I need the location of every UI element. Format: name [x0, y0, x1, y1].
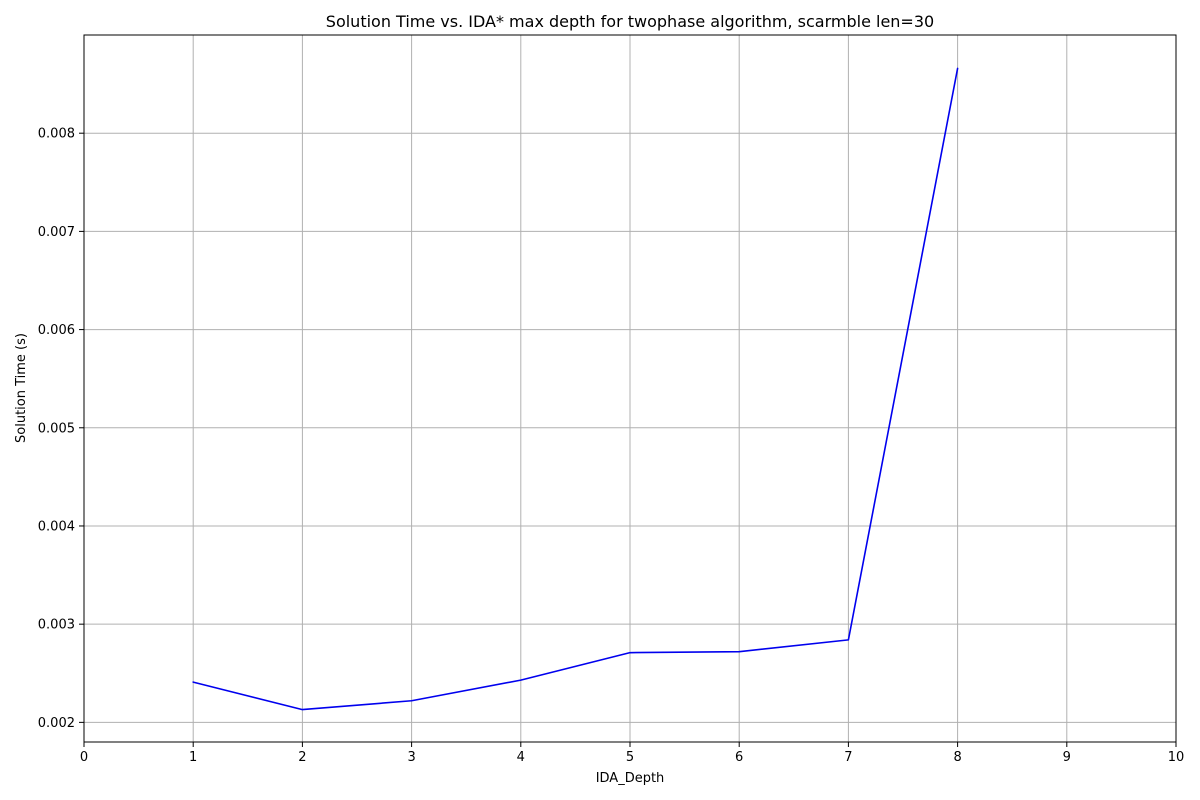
y-tick-label: 0.008 [38, 127, 75, 142]
y-tick-label: 0.004 [38, 519, 75, 534]
y-axis-ticks: 0.002 0.003 0.004 0.005 0.006 0.007 0.008 [38, 127, 84, 731]
x-tick-label: 2 [298, 750, 306, 765]
x-axis-label: IDA_Depth [596, 771, 665, 786]
x-axis-ticks: 0 1 2 3 4 5 6 7 8 9 10 [80, 742, 1184, 765]
x-tick-label: 10 [1168, 750, 1185, 765]
x-tick-label: 7 [844, 750, 852, 765]
y-tick-label: 0.003 [38, 618, 75, 633]
x-tick-label: 5 [626, 750, 634, 765]
x-tick-label: 9 [1063, 750, 1071, 765]
grid-lines [84, 35, 1176, 742]
y-tick-label: 0.005 [38, 421, 75, 436]
chart-title: Solution Time vs. IDA* max depth for two… [326, 12, 934, 31]
x-tick-label: 8 [953, 750, 961, 765]
y-tick-label: 0.002 [38, 716, 75, 731]
x-tick-label: 1 [189, 750, 197, 765]
y-axis-label: Solution Time (s) [14, 333, 29, 443]
x-tick-label: 4 [517, 750, 525, 765]
series-line [192, 67, 959, 711]
y-tick-label: 0.006 [38, 323, 75, 338]
x-tick-label: 6 [735, 750, 743, 765]
y-tick-label: 0.007 [38, 225, 75, 240]
x-tick-label: 0 [80, 750, 88, 765]
series-layer [192, 67, 959, 711]
x-tick-label: 3 [407, 750, 415, 765]
